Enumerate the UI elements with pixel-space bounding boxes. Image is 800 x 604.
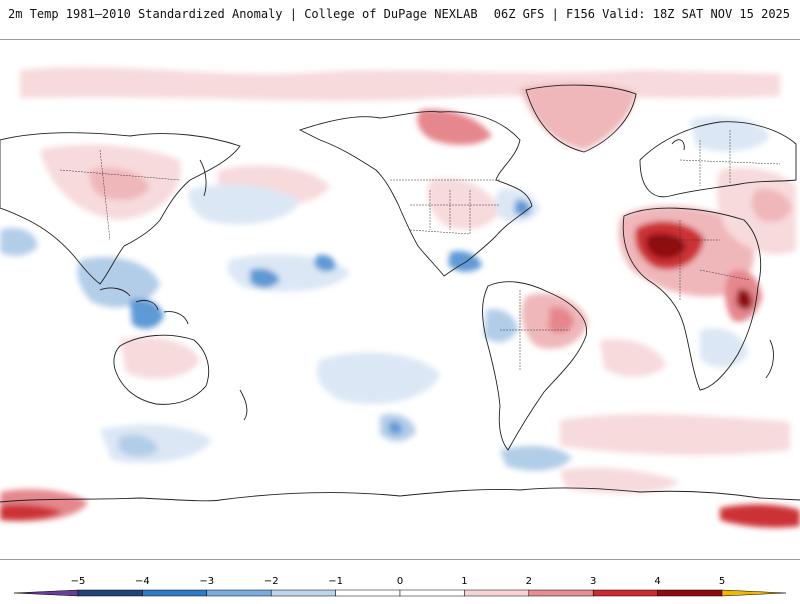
map-canvas [0, 40, 800, 559]
colorbar-tick-label: −4 [135, 576, 150, 587]
warm-anomaly-canada [417, 109, 492, 145]
colorbar-bin [657, 589, 723, 597]
political-borders [59, 130, 781, 370]
cool-anomaly-indonesia [130, 298, 164, 329]
coastline-indonesia [99, 287, 189, 325]
colorbar-bin [528, 589, 594, 597]
cool-anomaly-maritime [77, 257, 160, 308]
coastline-madagascar [765, 339, 774, 379]
cool-anomaly-north-pacific [188, 184, 300, 225]
colorbar-arrow-low [13, 589, 79, 597]
colorbar-bin [464, 589, 530, 597]
colorbar-tick-label: 3 [590, 576, 597, 587]
coastline-africa [622, 207, 762, 391]
border-europe-countries [679, 130, 781, 186]
coastline-south-america [482, 281, 587, 451]
warm-anomaly-brazil-core [548, 306, 574, 333]
colorbar-arrow-high [721, 589, 787, 597]
cool-anomaly-west-pacific-spot [314, 254, 336, 272]
colorbar-tick-label: −1 [328, 576, 343, 587]
border-us-mexico [409, 229, 471, 235]
global-anomaly-map [0, 40, 800, 560]
colorbar-tick-label: 1 [461, 576, 468, 587]
warm-anomaly-antarctic-peninsula [560, 467, 680, 494]
warm-anomaly-greenland [520, 83, 636, 150]
cool-anomaly-us-east-core [514, 199, 531, 216]
colorbar-bin [206, 589, 272, 597]
colorbar-tick-label: −3 [199, 576, 215, 587]
warm-anomaly-arctic [20, 67, 780, 101]
colorbar-tick-label: −5 [70, 576, 86, 587]
colorbar-bin [399, 589, 465, 597]
colorbar-tick-label: 2 [525, 576, 532, 587]
warm-anomaly-australia [120, 336, 200, 379]
border-africa-countries [650, 220, 751, 300]
model-run-info: 06Z GFS | F156 Valid: 18Z SAT NOV 15 202… [493, 7, 790, 21]
colorbar-tick-label: 4 [654, 576, 661, 587]
warm-anomaly-iran [751, 188, 792, 223]
warm-anomaly-sahel-core [646, 233, 686, 259]
colorbar-bin [142, 589, 208, 597]
cool-anomaly-asia-interior [0, 227, 38, 256]
warm-anomaly-antarctic-west-core [0, 504, 62, 521]
colorbar-graphic [13, 589, 787, 597]
cool-anomaly-southern-indian-core [118, 434, 158, 457]
colorbar-bin [592, 589, 658, 597]
map-title: 2m Temp 1981–2010 Standardized Anomaly |… [8, 7, 478, 21]
cool-anomaly-south-america [484, 308, 518, 343]
coastline-north-america [298, 111, 533, 277]
cool-anomaly-east-pacific-spots [250, 268, 280, 288]
colorbar-tick-label: −2 [263, 576, 279, 587]
border-south-america-countries [500, 290, 570, 370]
cool-anomaly-drake-passage [500, 445, 572, 471]
coastline-uk [671, 139, 685, 151]
border-us-states [410, 190, 500, 234]
coastline-europe [639, 121, 797, 198]
warm-anomaly-north-america [427, 178, 500, 230]
warm-anomaly-horn [736, 288, 753, 310]
warm-anomaly-antarctic-east [720, 504, 800, 528]
colorbar: −5 −4 −3 −2 −1 0 1 2 3 4 5 [0, 560, 800, 600]
colorbar-tick-label: 5 [718, 576, 726, 587]
coastline-new-zealand [239, 389, 248, 421]
colorbar-bin [335, 589, 401, 597]
coastline-antarctica-west [0, 497, 221, 503]
coastline-greenland [525, 84, 637, 153]
cool-anomaly-south-pacific [316, 352, 440, 404]
anomaly-shading [0, 67, 800, 528]
colorbar-tick-label: 0 [396, 576, 404, 587]
colorbar-bin [270, 589, 336, 597]
coastline-japan [199, 159, 207, 197]
warm-anomaly-south-atlantic [600, 339, 666, 377]
coastline-antarctica [219, 487, 800, 501]
map-header: 2m Temp 1981–2010 Standardized Anomaly |… [0, 0, 800, 40]
border-asia-countries [59, 149, 181, 241]
coastline-asia [0, 132, 241, 285]
coastline-australia [113, 334, 210, 405]
colorbar-bin [77, 589, 143, 597]
warm-anomaly-southern-ocean [560, 414, 790, 456]
coastlines [0, 84, 800, 503]
cool-anomaly-south-pacific-spot [388, 421, 403, 435]
